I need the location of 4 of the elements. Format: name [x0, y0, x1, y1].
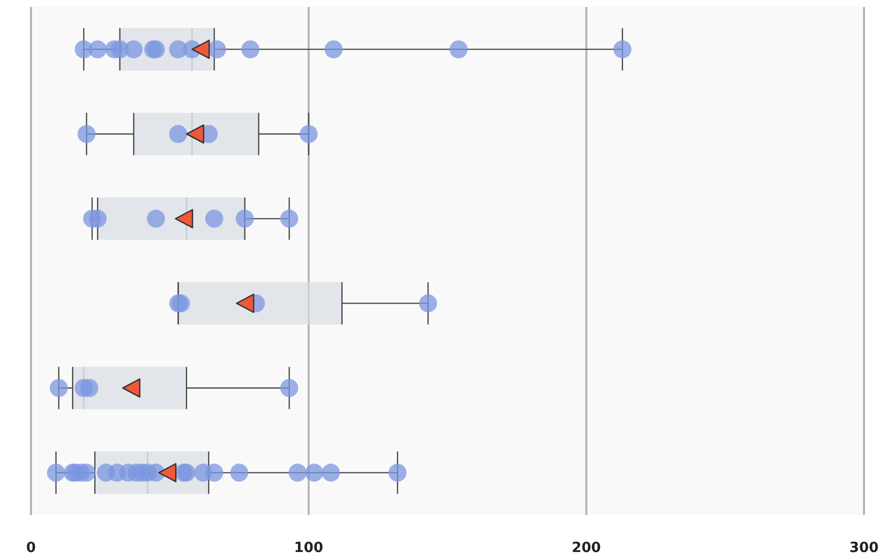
x-tick-label: 0 — [26, 540, 36, 556]
x-tick-label: 100 — [294, 540, 324, 556]
x-tick-label: 200 — [572, 540, 602, 556]
x-tick-label: 300 — [849, 540, 879, 556]
